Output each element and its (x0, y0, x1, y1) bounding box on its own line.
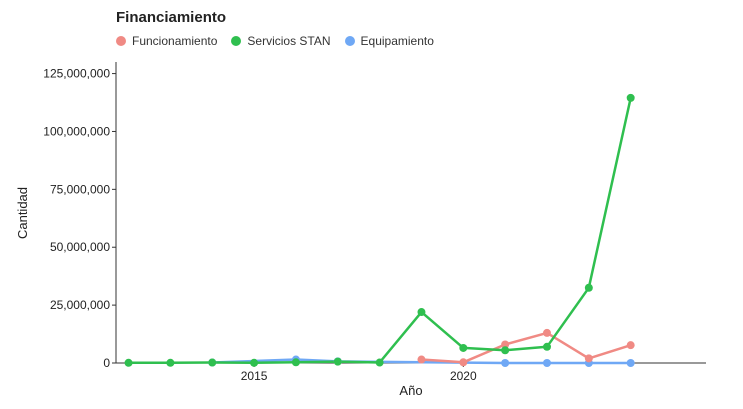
y-tick-label: 50,000,000 (50, 240, 110, 254)
y-tick-label: 0 (103, 356, 110, 370)
legend: Funcionamiento Servicios STAN Equipamien… (116, 34, 434, 48)
y-tick-label: 100,000,000 (43, 124, 110, 138)
data-point-funcionamiento (542, 328, 551, 337)
data-point-servicios-stan (208, 358, 217, 367)
y-tick-label: 25,000,000 (50, 298, 110, 312)
legend-swatch-funcionamiento (116, 36, 126, 46)
data-point-servicios-stan (375, 358, 384, 367)
chart-title: Financiamiento (116, 9, 227, 26)
data-point-servicios-stan (417, 308, 426, 317)
data-point-servicios-stan (166, 358, 175, 367)
x-axis-label: Año (399, 383, 422, 398)
data-point-funcionamiento (459, 358, 468, 367)
data-point-equipamiento (501, 359, 510, 367)
legend-swatch-equipamiento (344, 36, 355, 46)
legend-swatch-servicios-stan (231, 36, 242, 46)
y-axis-label: Cantidad (15, 187, 30, 239)
legend-label-equipamiento: Equipamiento (360, 34, 434, 48)
data-point-servicios-stan (124, 358, 133, 367)
y-tick-label: 125,000,000 (43, 67, 110, 81)
data-point-funcionamiento (626, 341, 635, 350)
data-point-servicios-stan (291, 358, 300, 367)
data-point-funcionamiento (417, 355, 426, 364)
series-line-servicios-stan (127, 96, 632, 365)
x-tick-label: 2015 (241, 369, 268, 383)
data-point-servicios-stan (584, 283, 593, 292)
y-tick-label: 75,000,000 (50, 182, 110, 196)
data-point-funcionamiento (584, 354, 593, 363)
data-point-servicios-stan (542, 342, 551, 351)
legend-label-funcionamiento: Funcionamiento (132, 34, 218, 48)
data-point-equipamiento (542, 359, 551, 367)
data-point-servicios-stan (626, 93, 635, 102)
series-line-funcionamiento (420, 331, 632, 364)
data-point-servicios-stan (333, 357, 342, 366)
legend-label-servicios-stan: Servicios STAN (247, 34, 331, 48)
data-point-servicios-stan (459, 343, 468, 352)
legend-item-equipamiento: Equipamiento (344, 34, 434, 48)
legend-item-servicios-stan: Servicios STAN (231, 34, 331, 48)
legend-item-funcionamiento: Funcionamiento (116, 34, 217, 48)
data-point-funcionamiento (501, 340, 510, 349)
data-point-equipamiento (626, 359, 635, 367)
data-point-servicios-stan (250, 358, 259, 367)
data-point-servicios-stan (501, 346, 510, 355)
x-tick-label: 2020 (450, 369, 477, 383)
